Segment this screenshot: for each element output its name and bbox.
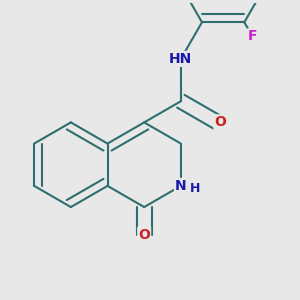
Text: HN: HN <box>169 52 193 66</box>
Text: N: N <box>175 179 187 193</box>
Text: O: O <box>214 116 226 129</box>
Text: O: O <box>138 228 150 242</box>
Text: F: F <box>248 29 257 44</box>
Text: H: H <box>190 182 200 195</box>
